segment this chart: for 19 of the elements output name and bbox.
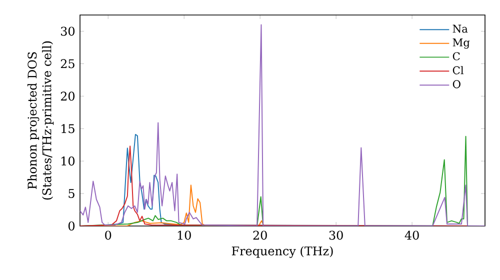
- y-tick-label: 0: [68, 221, 75, 231]
- legend-label: Cl: [452, 66, 464, 74]
- y-tick-label: 5: [68, 189, 74, 198]
- legend-label: C: [452, 52, 460, 60]
- y-tick-label: 15: [62, 124, 74, 134]
- y-tick-label: 30: [61, 26, 75, 36]
- x-tick-label: 10: [178, 230, 191, 240]
- legend-label: Mg: [452, 38, 470, 49]
- x-tick-label: 40: [404, 230, 419, 240]
- x-tick-label: 0: [105, 230, 112, 240]
- y-tick-label: 25: [60, 59, 74, 68]
- x-axis-title: Frequency (THz): [232, 246, 333, 258]
- y-tick-label: 20: [60, 92, 75, 101]
- y-axis-title: Phonon projected DOS (States/THz·primitive cell): [27, 41, 54, 200]
- x-tick-label: 20: [253, 230, 267, 240]
- y-tick-label: 10: [62, 156, 75, 166]
- legend-label: Na: [452, 24, 468, 33]
- legend-label: O: [452, 80, 460, 88]
- x-tick-label: 30: [329, 230, 343, 240]
